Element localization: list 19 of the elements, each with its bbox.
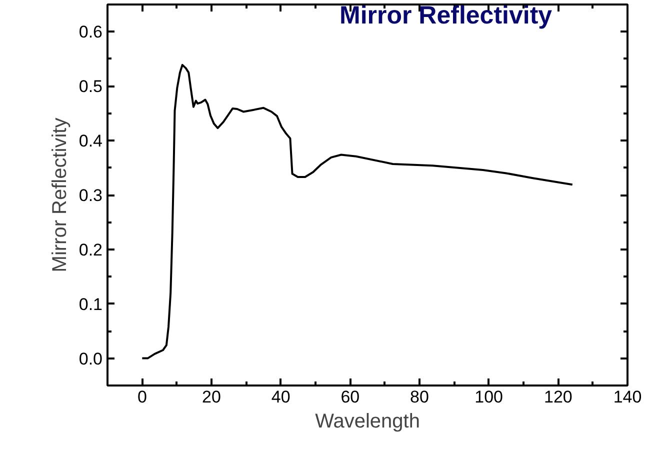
line-series — [141, 64, 574, 360]
x-axis-title: Wavelength — [315, 410, 420, 432]
x-tick-label: 140 — [613, 388, 642, 406]
y-axis-title: Mirror Reflectivity — [48, 118, 71, 272]
x-tick-label: 100 — [474, 388, 504, 406]
y-tick-label: 0.1 — [78, 294, 103, 314]
y-tick-label: 0.2 — [78, 240, 103, 260]
chart-title: Mirror Reflectivity — [340, 2, 552, 30]
x-tick-label: 40 — [271, 388, 290, 406]
y-tick-label: 0.3 — [78, 186, 103, 205]
x-tick-label: 80 — [410, 388, 429, 406]
x-tick-label: 0 — [137, 388, 147, 406]
y-tick-label: 0.4 — [78, 132, 103, 151]
x-tick-label: 20 — [202, 388, 221, 406]
x-tick-label: 120 — [544, 388, 572, 406]
y-tick-label: 0.5 — [78, 77, 103, 96]
y-tick-label: 0.6 — [78, 22, 103, 42]
x-tick-label: 60 — [340, 388, 360, 406]
y-tick-label: 0.0 — [78, 349, 103, 368]
